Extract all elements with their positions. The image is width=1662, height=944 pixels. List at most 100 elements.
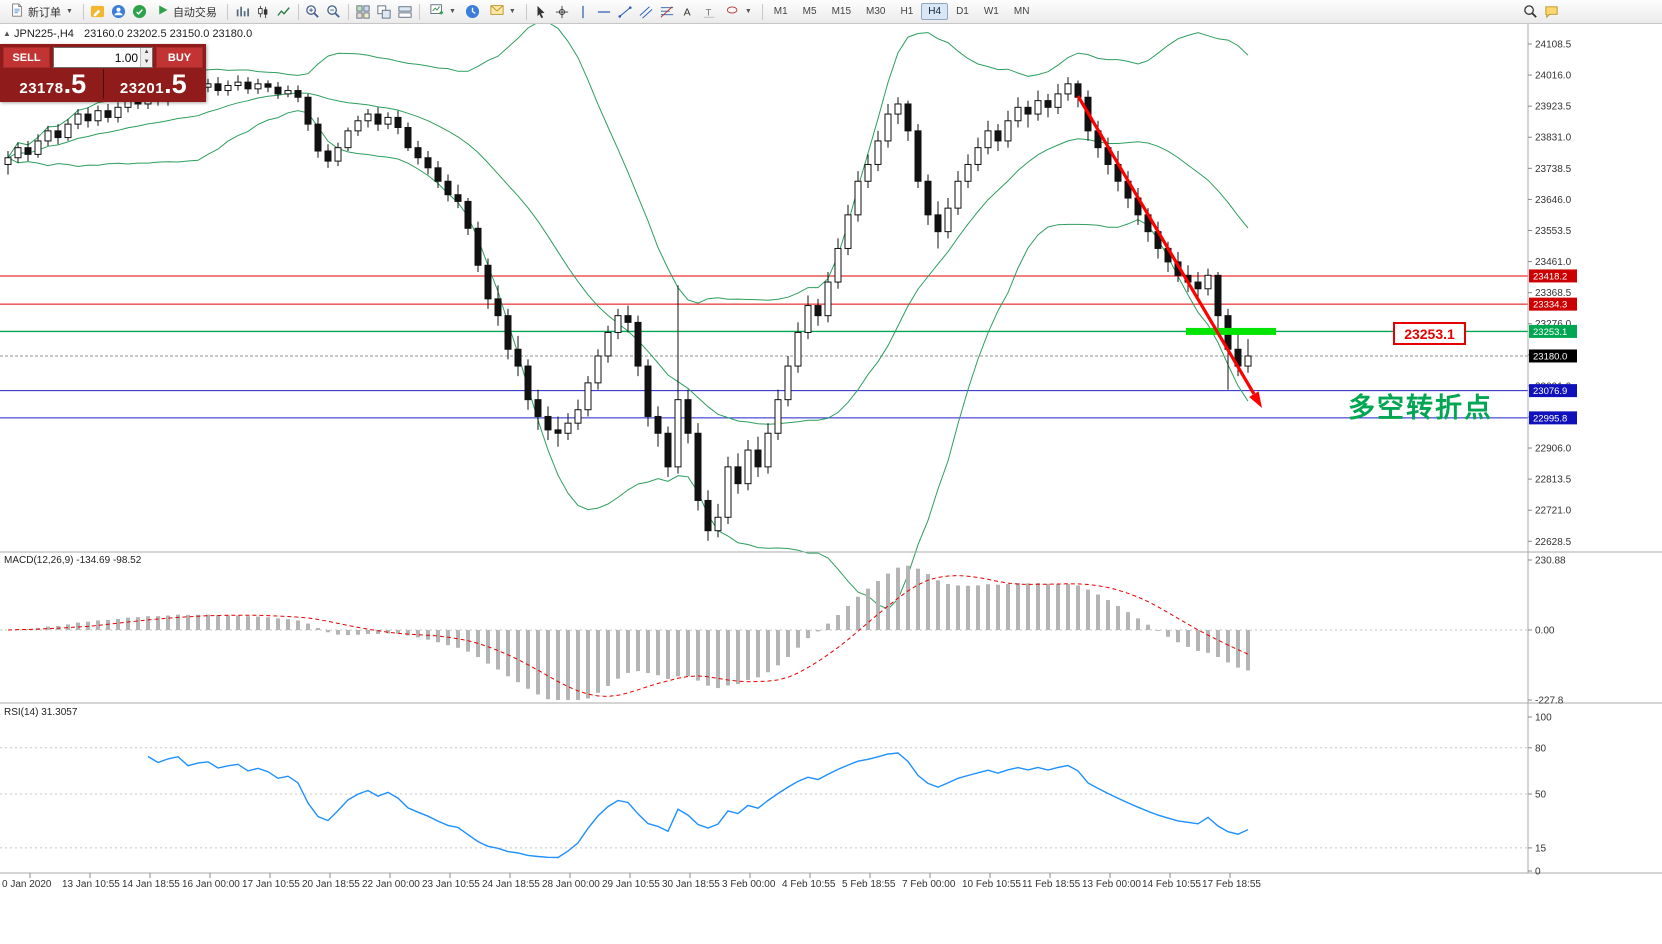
svg-text:16 Jan 00:00: 16 Jan 00:00 [182,879,240,890]
separator [82,3,84,20]
sell-price-frac: .5 [63,69,87,99]
new-chart-button[interactable]: ▼ [424,0,462,23]
buy-price-int: 23201 [119,80,165,97]
svg-text:24 Jan 18:55: 24 Jan 18:55 [482,879,540,890]
lot-increase-button[interactable]: ▲ [141,48,152,58]
price-axis[interactable] [1528,24,1662,873]
alerts-button[interactable]: ▼ [484,0,522,23]
profiles-icon[interactable] [463,2,483,22]
chevron-down-icon: ▼ [744,8,752,15]
svg-text:50: 50 [1535,790,1547,801]
svg-text:3 Feb 00:00: 3 Feb 00:00 [722,879,776,890]
svg-text:17 Feb 18:55: 17 Feb 18:55 [1202,879,1261,890]
symbol-period-label: JPN225-,H4 [14,28,74,40]
separator [761,3,763,20]
panel-separator-macd[interactable] [0,550,1662,554]
macd-indicator-label: MACD(12,26,9) -134.69 -98.52 [4,555,142,566]
sell-price[interactable]: 23178 .5 [3,69,103,99]
buy-price-frac: .5 [164,69,187,99]
timeframe-m5[interactable]: M5 [802,6,817,17]
svg-text:23334.3: 23334.3 [1533,300,1567,311]
svg-text:23180.0: 23180.0 [1533,351,1567,362]
bar-chart-icon[interactable] [232,2,252,22]
shapes-button[interactable]: ▼ [720,0,758,23]
one-click-collapse-arrow[interactable]: ▲ [3,29,11,38]
price-level-flag[interactable]: 23253.1 [1393,322,1466,345]
lot-stepper: ▲ ▼ [140,48,152,67]
separator [226,3,228,20]
timeframe-m1[interactable]: M1 [773,6,788,17]
svg-text:15: 15 [1535,843,1547,854]
svg-text:0.00: 0.00 [1535,626,1555,637]
chevron-down-icon: ▼ [448,8,456,15]
svg-text:28 Jan 00:00: 28 Jan 00:00 [542,879,600,890]
buy-price[interactable]: 23201 .5 [102,69,204,99]
fibonacci-icon[interactable] [657,2,677,22]
candlestick-chart-icon[interactable] [253,2,273,22]
svg-text:14 Feb 10:55: 14 Feb 10:55 [1142,879,1201,890]
buy-button[interactable]: BUY [156,47,203,68]
svg-text:23418.2: 23418.2 [1533,271,1567,282]
svg-text:24108.5: 24108.5 [1535,40,1572,51]
tile-windows-icon[interactable] [353,2,373,22]
channel-icon[interactable] [636,2,656,22]
svg-text:23831.0: 23831.0 [1535,133,1572,144]
envelope-icon [490,3,504,20]
community-icon[interactable] [109,2,129,22]
svg-text:17 Jan 10:55: 17 Jan 10:55 [242,879,300,890]
svg-text:23253.1: 23253.1 [1533,327,1567,338]
timeframe-w1[interactable]: W1 [983,6,999,17]
crosshair-icon[interactable] [552,2,572,22]
svg-text:0 Jan 2020: 0 Jan 2020 [2,879,52,890]
label-icon[interactable]: T [699,2,719,22]
svg-text:5 Feb 18:55: 5 Feb 18:55 [842,879,896,890]
time-axis[interactable] [0,873,1528,893]
zoom-out-icon[interactable] [324,2,344,22]
trendline-icon[interactable] [615,2,635,22]
svg-text:30 Jan 18:55: 30 Jan 18:55 [662,879,720,890]
cascade-windows-icon[interactable] [374,2,394,22]
timeframe-h4[interactable]: H4 [921,3,949,20]
arrange-windows-icon[interactable] [395,2,415,22]
line-chart-icon[interactable] [274,2,294,22]
timeframe-m30[interactable]: M30 [866,6,886,17]
one-click-trading-panel: SELL ▲ ▼ BUY 23178 .5 23201 .5 [0,44,206,102]
new-chart-icon [430,3,444,20]
auto-trading-label: 自动交易 [172,6,217,19]
svg-text:23076.9: 23076.9 [1533,386,1567,397]
metaeditor-icon[interactable] [88,2,108,22]
toolbar: 新订单 ▼ 自动交易 ▼ ▼ A T ▼ M1 M5 M15 M30 H1 H [0,0,1662,24]
text-icon[interactable]: A [678,2,698,22]
timeframe-h1[interactable]: H1 [900,6,914,17]
ohlc-values: 23160.0 23202.5 23150.0 23180.0 [83,28,253,40]
separator [525,3,527,20]
cursor-icon[interactable] [531,2,551,22]
horizontal-line-icon[interactable] [594,2,614,22]
vertical-line-icon[interactable] [573,2,593,22]
search-icon[interactable] [1520,2,1540,22]
svg-text:24016.0: 24016.0 [1535,71,1572,82]
panel-separator-rsi[interactable] [0,701,1662,705]
timeframe-d1[interactable]: D1 [956,6,969,17]
sell-button[interactable]: SELL [3,47,50,68]
chevron-down-icon: ▼ [508,8,516,15]
svg-text:100: 100 [1535,713,1552,724]
timeframe-m15[interactable]: M15 [831,6,852,17]
lot-decrease-button[interactable]: ▼ [141,57,152,67]
chat-icon[interactable] [1541,2,1561,22]
zoom-in-icon[interactable] [303,2,323,22]
turning-point-annotation[interactable]: 多空转折点 [1348,393,1493,423]
svg-text:-227.8: -227.8 [1535,696,1564,707]
svg-text:22628.5: 22628.5 [1535,537,1572,548]
auto-trading-button[interactable]: 自动交易 [151,1,223,23]
svg-text:23923.5: 23923.5 [1535,102,1572,113]
timeframe-mn[interactable]: MN [1013,6,1030,17]
svg-text:23646.0: 23646.0 [1535,195,1572,206]
lot-size-input[interactable] [54,48,141,67]
svg-text:23553.5: 23553.5 [1535,226,1572,237]
chart-header: JPN225-,H4 23160.0 23202.5 23150.0 23180… [14,28,252,40]
market-icon[interactable] [130,2,150,22]
new-order-button[interactable]: 新订单 ▼ [4,0,79,23]
